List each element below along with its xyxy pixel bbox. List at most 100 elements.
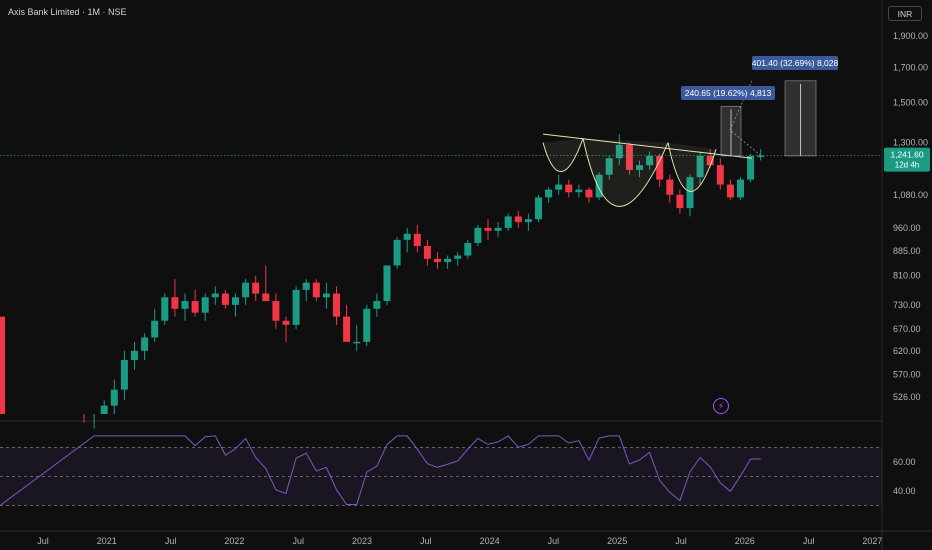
target-badge-1-label: 240.65 (19.62%) 4,813	[685, 88, 772, 98]
candle	[434, 258, 441, 263]
candle	[484, 227, 492, 231]
price-tick-label: 810.00	[893, 271, 921, 281]
candle	[322, 293, 330, 298]
time-tick-label: 2023	[352, 536, 372, 546]
price-axis[interactable]: 1,900.00 1,700.00 1,500.00 1,300.00 1,080.00…	[893, 31, 928, 402]
candle	[413, 233, 421, 247]
price-tick-label: 1,300.00	[893, 138, 928, 148]
candle	[282, 320, 290, 325]
candle	[131, 350, 138, 361]
candle	[262, 293, 270, 302]
candle	[686, 177, 694, 209]
candle	[221, 293, 229, 305]
time-tick-label: Jul	[548, 536, 560, 546]
price-tick-label: 1,900.00	[893, 31, 928, 41]
candle	[100, 405, 108, 414]
candle	[353, 341, 361, 344]
time-tick-label: Jul	[37, 536, 49, 546]
candle	[151, 320, 159, 338]
candle	[181, 301, 189, 309]
price-tick-label: 1,500.00	[893, 97, 928, 107]
candle	[191, 301, 199, 313]
candle	[141, 337, 149, 351]
time-tick-label: 2027	[862, 536, 882, 546]
pattern-cup	[542, 138, 584, 173]
candle	[535, 197, 542, 220]
time-tick-label: 2022	[224, 536, 244, 546]
price-tick-label: 1,080.00	[893, 190, 928, 200]
last-price-value: 1,241.60	[890, 150, 923, 160]
candle	[403, 233, 411, 240]
candle	[757, 155, 765, 158]
candle	[474, 227, 482, 243]
last-price-tag	[884, 147, 930, 172]
time-tick-label: 2026	[735, 536, 755, 546]
candle	[242, 282, 250, 298]
candle	[333, 293, 340, 317]
candle	[747, 155, 755, 180]
candle	[232, 297, 239, 305]
time-tick-label: Jul	[675, 536, 687, 546]
price-tick-label: 526.00	[893, 392, 921, 402]
target-badge-2-label: 401.40 (32.69%) 8,028	[752, 58, 839, 68]
candle	[444, 258, 452, 263]
candle	[545, 189, 553, 198]
neckline	[542, 133, 753, 159]
candle	[252, 282, 260, 294]
candle	[646, 155, 654, 166]
candle	[161, 297, 169, 321]
time-tick-label: 2024	[480, 536, 500, 546]
pattern-handle	[667, 142, 717, 192]
price-tick-label: 670.00	[893, 324, 921, 334]
candle	[666, 179, 674, 195]
candle	[292, 289, 300, 325]
candle	[706, 155, 714, 166]
candle	[363, 308, 371, 342]
candle	[454, 255, 462, 259]
candle	[585, 189, 593, 198]
pattern-overlay: 240.65 (19.62%) 4,813 401.40 (32.69%) 8,0…	[0, 56, 930, 207]
candle	[0, 316, 5, 414]
candle	[383, 265, 391, 302]
candle	[171, 297, 179, 309]
candle	[636, 165, 643, 170]
candle	[464, 242, 472, 256]
symbol-title: Axis Bank Limited · 1M · NSE	[8, 7, 127, 17]
price-tick-label: 960.00	[893, 223, 921, 233]
candle	[575, 189, 583, 193]
target-badge-2	[752, 56, 838, 70]
candles-layer	[0, 134, 765, 429]
bar-countdown: 12d 4h	[895, 161, 919, 170]
candle	[656, 155, 664, 180]
rsi-pane: 60.00 40.00	[0, 435, 916, 506]
candle	[615, 144, 623, 159]
candle	[605, 158, 613, 175]
time-axis[interactable]: Jul 2021 Jul 2022 Jul 2023 Jul 2024 Jul 2025 Jul 20…	[37, 536, 882, 546]
candle	[120, 360, 128, 390]
target-badge-1	[681, 86, 775, 100]
lightning-icon[interactable]: ⚡	[713, 398, 729, 414]
candle	[625, 144, 633, 170]
candle	[555, 184, 563, 190]
time-tick-label: 2021	[97, 536, 117, 546]
time-tick-label: Jul	[165, 536, 177, 546]
price-tick-label: 620.00	[893, 346, 921, 356]
candle	[696, 155, 704, 178]
currency-button[interactable]: INR	[888, 6, 922, 21]
candle	[514, 216, 522, 223]
candle	[676, 194, 684, 209]
candle	[737, 179, 744, 198]
candle	[201, 297, 209, 313]
candle	[524, 219, 532, 223]
time-tick-label: 2025	[607, 536, 627, 546]
rsi-tick-label: 40.00	[893, 486, 916, 496]
candle	[423, 246, 431, 259]
rsi-tick-label: 60.00	[893, 457, 916, 467]
candle	[312, 282, 320, 298]
candle	[595, 174, 603, 198]
candle	[302, 282, 310, 290]
candle	[272, 301, 280, 321]
price-tick-label: 1,700.00	[893, 62, 928, 72]
candle	[211, 293, 219, 298]
